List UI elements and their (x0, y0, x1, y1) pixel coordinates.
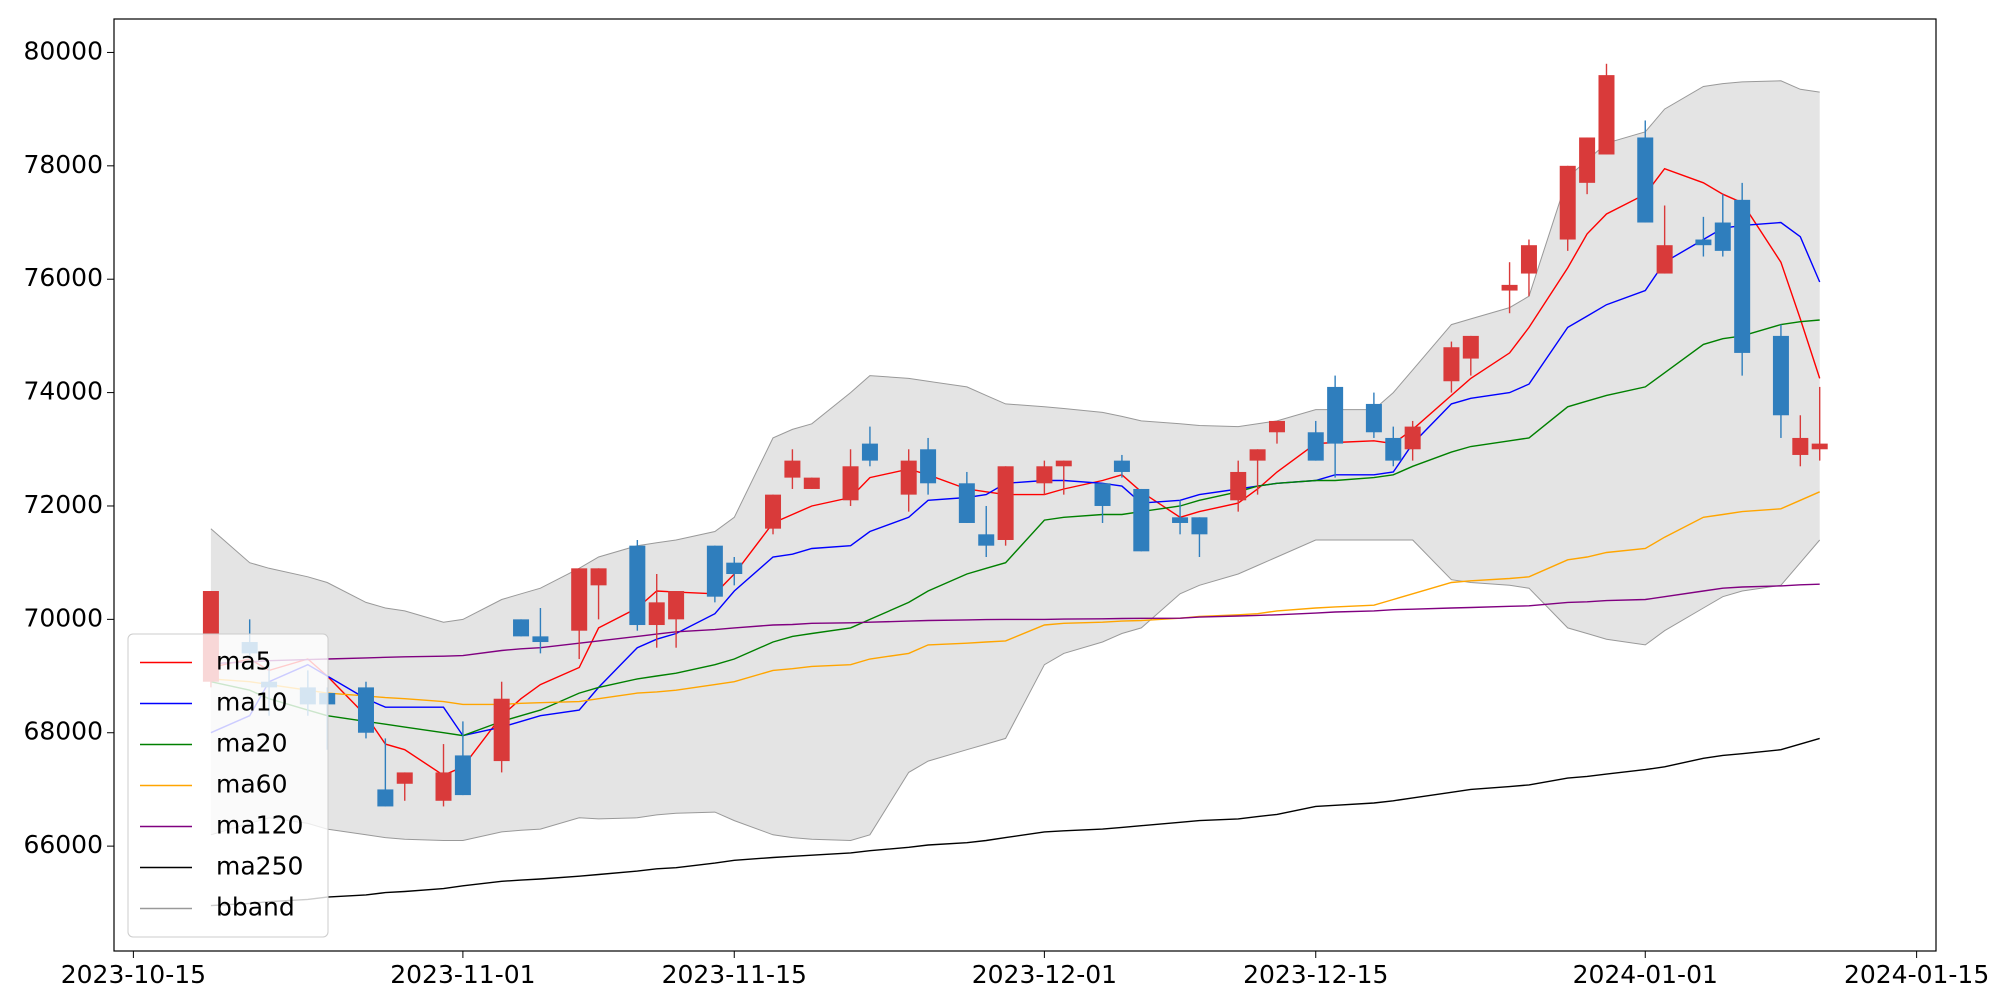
legend-label: ma250 (216, 852, 303, 881)
candle-body (900, 460, 917, 495)
legend-label: ma10 (216, 688, 287, 717)
candle-body (1385, 437, 1402, 461)
candle-body (1113, 460, 1130, 472)
candle-body (1559, 165, 1576, 240)
candle-body (958, 483, 975, 523)
candle-body (1191, 517, 1208, 535)
x-tick-label: 2023-11-15 (662, 960, 807, 989)
candle-body (571, 568, 588, 631)
candle-body (1094, 483, 1111, 506)
legend-label: bband (216, 893, 295, 922)
y-tick-label: 74000 (23, 377, 103, 406)
candle-body (435, 772, 452, 801)
y-tick-label: 70000 (23, 603, 103, 632)
candle-body (668, 591, 685, 620)
candle-body (357, 687, 374, 733)
candle-body (1714, 222, 1731, 251)
x-tick-label: 2024-01-15 (1844, 960, 1989, 989)
candle-body (493, 698, 510, 762)
candle-body (590, 568, 607, 586)
candle-body (978, 534, 995, 546)
candle-body (1520, 245, 1537, 274)
legend-label: ma5 (216, 647, 272, 676)
candle-body (803, 477, 820, 489)
candle-body (1811, 443, 1828, 450)
candle-body (396, 772, 413, 784)
y-tick-label: 72000 (23, 490, 103, 519)
candle-body (1055, 460, 1072, 467)
candle-body (1579, 137, 1596, 183)
y-tick-label: 76000 (23, 263, 103, 292)
candle-body (1404, 426, 1421, 450)
candle-body (1772, 335, 1789, 416)
ma-line (210, 737, 1820, 907)
plot-frame (113, 18, 1937, 952)
x-tick-label: 2023-11-01 (390, 960, 535, 989)
x-tick-label: 2023-12-01 (972, 960, 1117, 989)
y-tick-label: 80000 (23, 36, 103, 65)
band-area (210, 80, 1820, 841)
candle-body (765, 494, 782, 529)
candle-body (842, 466, 859, 501)
y-tick-label: 78000 (23, 150, 103, 179)
ma-line (210, 583, 1820, 665)
candle-body (1598, 75, 1615, 155)
x-tick-label: 2024-01-01 (1573, 960, 1718, 989)
candle-body (1637, 137, 1654, 223)
candle-body (1230, 471, 1247, 501)
candle-body (1695, 239, 1712, 246)
candle-body (1443, 347, 1460, 382)
candle-body (629, 545, 646, 626)
legend-label: ma20 (216, 729, 287, 758)
candle-body (377, 789, 394, 807)
candle-body (1462, 335, 1479, 359)
candle-body (1365, 403, 1382, 433)
legend-label: ma120 (216, 811, 303, 840)
candle-body (861, 443, 878, 461)
y-tick-label: 66000 (23, 830, 103, 859)
candle-body (1268, 420, 1285, 433)
y-tick-label: 68000 (23, 717, 103, 746)
candle-body (784, 460, 801, 478)
x-tick-label: 2023-12-15 (1243, 960, 1388, 989)
band-lower (210, 539, 1821, 842)
candle-body (1307, 432, 1324, 461)
candle-body (1501, 284, 1518, 291)
legend: ma5 ma10 ma20 ma60 ma120 ma250 bband (127, 633, 329, 938)
candle-body (532, 636, 549, 643)
candle-body (454, 755, 471, 796)
candle-body (513, 619, 530, 637)
candle-body (726, 562, 743, 575)
candle-body (1327, 386, 1344, 444)
plot-area (202, 63, 1828, 907)
candle-body (1172, 517, 1189, 523)
candle-body (706, 545, 723, 597)
candle-body (1656, 245, 1673, 274)
candle-body (1249, 449, 1266, 461)
x-tick-label: 2023-10-15 (61, 960, 206, 989)
legend-box (127, 633, 329, 938)
candle-body (920, 449, 937, 484)
candle-body (1036, 466, 1053, 484)
candle-body (997, 466, 1014, 540)
candle-body (648, 602, 665, 626)
candle-body (1792, 437, 1809, 455)
candle-body (1734, 199, 1751, 353)
candle-body (1133, 488, 1150, 552)
legend-label: ma60 (216, 770, 287, 799)
